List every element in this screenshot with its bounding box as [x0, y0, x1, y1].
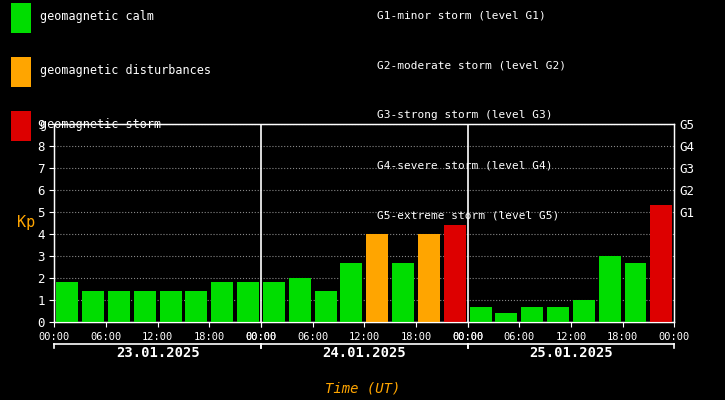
- Bar: [82, 291, 104, 322]
- Bar: [108, 291, 130, 322]
- Bar: [676, 216, 698, 322]
- Bar: [341, 262, 362, 322]
- Text: Time (UT): Time (UT): [325, 382, 400, 396]
- Bar: [211, 282, 233, 322]
- Bar: [650, 206, 672, 322]
- Bar: [495, 313, 518, 322]
- Bar: [573, 300, 594, 322]
- Text: 24.01.2025: 24.01.2025: [323, 346, 406, 360]
- Bar: [366, 234, 388, 322]
- Bar: [470, 306, 492, 322]
- Text: 23.01.2025: 23.01.2025: [116, 346, 199, 360]
- Bar: [237, 282, 259, 322]
- Bar: [392, 262, 414, 322]
- Bar: [599, 256, 621, 322]
- Text: G2-moderate storm (level G2): G2-moderate storm (level G2): [377, 60, 566, 70]
- Text: geomagnetic storm: geomagnetic storm: [40, 118, 161, 131]
- Text: G5-extreme storm (level G5): G5-extreme storm (level G5): [377, 210, 559, 220]
- Text: G4-severe storm (level G4): G4-severe storm (level G4): [377, 160, 552, 170]
- Text: G3-strong storm (level G3): G3-strong storm (level G3): [377, 110, 552, 120]
- Text: G1-minor storm (level G1): G1-minor storm (level G1): [377, 10, 546, 20]
- Y-axis label: Kp: Kp: [17, 216, 36, 230]
- Text: geomagnetic disturbances: geomagnetic disturbances: [40, 64, 211, 77]
- Bar: [134, 291, 156, 322]
- Bar: [624, 262, 647, 322]
- Bar: [547, 306, 569, 322]
- Bar: [263, 282, 285, 322]
- Bar: [521, 306, 543, 322]
- Text: geomagnetic calm: geomagnetic calm: [40, 10, 154, 23]
- Bar: [444, 225, 465, 322]
- Bar: [289, 278, 311, 322]
- Bar: [160, 291, 181, 322]
- Bar: [57, 282, 78, 322]
- Text: 25.01.2025: 25.01.2025: [529, 346, 613, 360]
- Bar: [418, 234, 440, 322]
- Bar: [186, 291, 207, 322]
- Bar: [315, 291, 336, 322]
